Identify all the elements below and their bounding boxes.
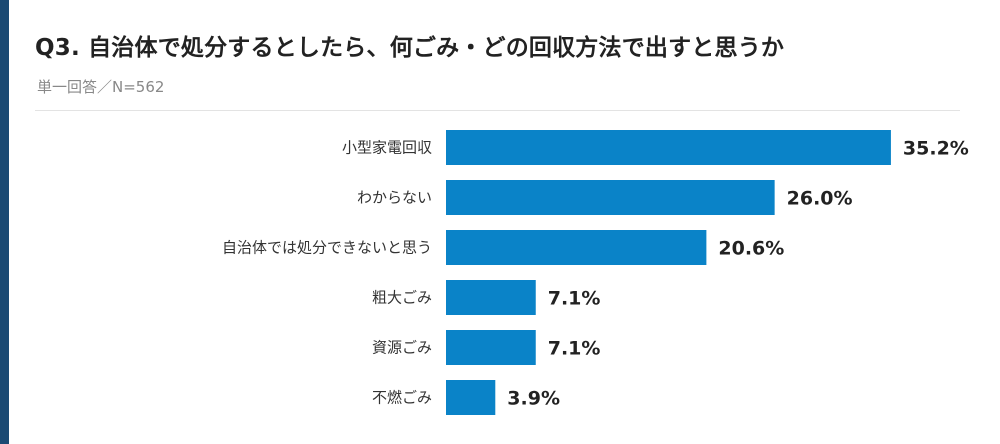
chart-title: Q3. 自治体で処分するとしたら、何ごみ・どの回収方法で出すと思うか [35, 35, 785, 61]
bar [446, 280, 536, 315]
bar [446, 330, 536, 365]
category-label: 粗大ごみ [372, 289, 432, 307]
left-accent-stripe [0, 0, 9, 444]
category-label: 資源ごみ [372, 339, 432, 357]
bar [446, 380, 496, 415]
chart-subtitle: 単一回答／N=562 [37, 78, 165, 96]
divider [35, 110, 960, 111]
category-label: わからない [357, 189, 432, 207]
category-label: 自治体では処分できないと思う [222, 239, 432, 257]
value-label: 7.1% [548, 338, 601, 360]
bar-chart: 小型家電回収 35.2% わからない 26.0% 自治体では処分できないと思う 20.6%… [222, 130, 969, 415]
value-label: 3.9% [507, 388, 560, 410]
value-label: 20.6% [718, 238, 784, 260]
bar [446, 180, 775, 215]
bar [446, 230, 707, 265]
value-label: 26.0% [787, 188, 853, 210]
bar [446, 130, 891, 165]
category-label: 小型家電回収 [342, 139, 432, 157]
value-label: 35.2% [903, 138, 969, 160]
chart-card: Q3. 自治体で処分するとしたら、何ごみ・どの回収方法で出すと思うか 単一回答／… [9, 0, 1000, 444]
value-label: 7.1% [548, 288, 601, 310]
category-label: 不燃ごみ [372, 389, 432, 407]
